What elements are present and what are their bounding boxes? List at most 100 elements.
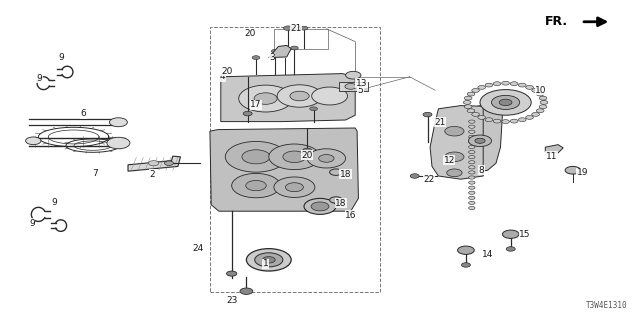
Circle shape (468, 206, 475, 210)
Circle shape (502, 230, 519, 238)
Circle shape (423, 112, 432, 117)
Circle shape (518, 118, 526, 122)
Circle shape (109, 118, 127, 127)
Circle shape (468, 130, 475, 133)
Circle shape (240, 288, 253, 294)
Circle shape (525, 85, 533, 89)
Circle shape (255, 253, 283, 267)
Bar (210, 27, 380, 292)
Circle shape (468, 120, 475, 123)
Circle shape (227, 271, 237, 276)
Circle shape (532, 112, 540, 116)
Circle shape (480, 90, 531, 115)
Circle shape (468, 125, 475, 128)
Circle shape (499, 99, 512, 106)
Circle shape (463, 100, 471, 104)
Circle shape (510, 82, 518, 86)
Text: 20: 20 (244, 29, 255, 38)
Circle shape (345, 84, 356, 89)
Circle shape (445, 126, 464, 136)
Text: T3W4E1310: T3W4E1310 (586, 301, 627, 310)
Circle shape (506, 247, 515, 251)
Circle shape (290, 91, 309, 101)
Circle shape (148, 161, 159, 166)
Circle shape (540, 100, 548, 104)
Circle shape (468, 196, 475, 199)
Circle shape (493, 119, 501, 123)
Circle shape (458, 246, 474, 254)
Circle shape (303, 148, 312, 153)
Circle shape (271, 49, 279, 53)
Circle shape (468, 186, 475, 189)
Circle shape (485, 118, 493, 122)
Circle shape (274, 177, 315, 197)
Circle shape (330, 169, 342, 175)
Polygon shape (545, 145, 563, 153)
Text: 5: 5 (358, 86, 363, 95)
Circle shape (312, 87, 348, 105)
Text: 7: 7 (92, 169, 97, 178)
Polygon shape (128, 156, 180, 171)
Text: 11: 11 (546, 152, 557, 161)
Text: 16: 16 (345, 211, 356, 220)
Circle shape (447, 169, 462, 177)
Text: 12: 12 (444, 156, 455, 164)
Polygon shape (210, 128, 358, 211)
Circle shape (107, 137, 130, 149)
Circle shape (461, 263, 470, 267)
Circle shape (468, 166, 475, 169)
Circle shape (468, 161, 475, 164)
Circle shape (539, 105, 547, 108)
Text: 20: 20 (301, 151, 313, 160)
Text: 22: 22 (423, 175, 435, 184)
Text: 18: 18 (335, 199, 347, 208)
Circle shape (242, 150, 270, 164)
Circle shape (502, 120, 509, 124)
Circle shape (164, 161, 173, 165)
Circle shape (468, 171, 475, 174)
Circle shape (536, 109, 544, 113)
Circle shape (518, 83, 526, 87)
Circle shape (539, 96, 547, 100)
Circle shape (300, 26, 308, 30)
Text: 19: 19 (577, 168, 588, 177)
Circle shape (319, 155, 334, 162)
Text: 24: 24 (193, 244, 204, 253)
Circle shape (468, 150, 475, 154)
Text: 4: 4 (220, 72, 225, 81)
Text: 3: 3 (269, 53, 275, 62)
Circle shape (565, 166, 580, 174)
Circle shape (493, 82, 501, 86)
Circle shape (467, 109, 475, 113)
Text: 18: 18 (340, 170, 351, 179)
Circle shape (532, 89, 540, 92)
Circle shape (410, 174, 419, 178)
Circle shape (502, 81, 509, 85)
Text: 20: 20 (221, 67, 233, 76)
Circle shape (468, 135, 475, 139)
Circle shape (26, 137, 41, 145)
Circle shape (468, 176, 475, 179)
Circle shape (225, 141, 287, 172)
Text: 9: 9 (37, 74, 42, 83)
Polygon shape (430, 106, 483, 179)
Circle shape (468, 145, 475, 148)
Bar (339, 82, 368, 91)
Text: FR.: FR. (545, 15, 568, 28)
Circle shape (510, 119, 518, 123)
Circle shape (285, 183, 303, 192)
Text: 1: 1 (263, 260, 268, 268)
Circle shape (492, 95, 520, 109)
Circle shape (468, 191, 475, 194)
Circle shape (472, 89, 479, 92)
Circle shape (525, 116, 533, 119)
Circle shape (304, 198, 336, 214)
Text: 21: 21 (291, 24, 302, 33)
Circle shape (246, 249, 291, 271)
Circle shape (284, 26, 292, 30)
Circle shape (291, 46, 298, 50)
Circle shape (269, 144, 320, 170)
Circle shape (243, 111, 252, 116)
Text: 9: 9 (58, 53, 63, 62)
Text: 21: 21 (435, 118, 446, 127)
